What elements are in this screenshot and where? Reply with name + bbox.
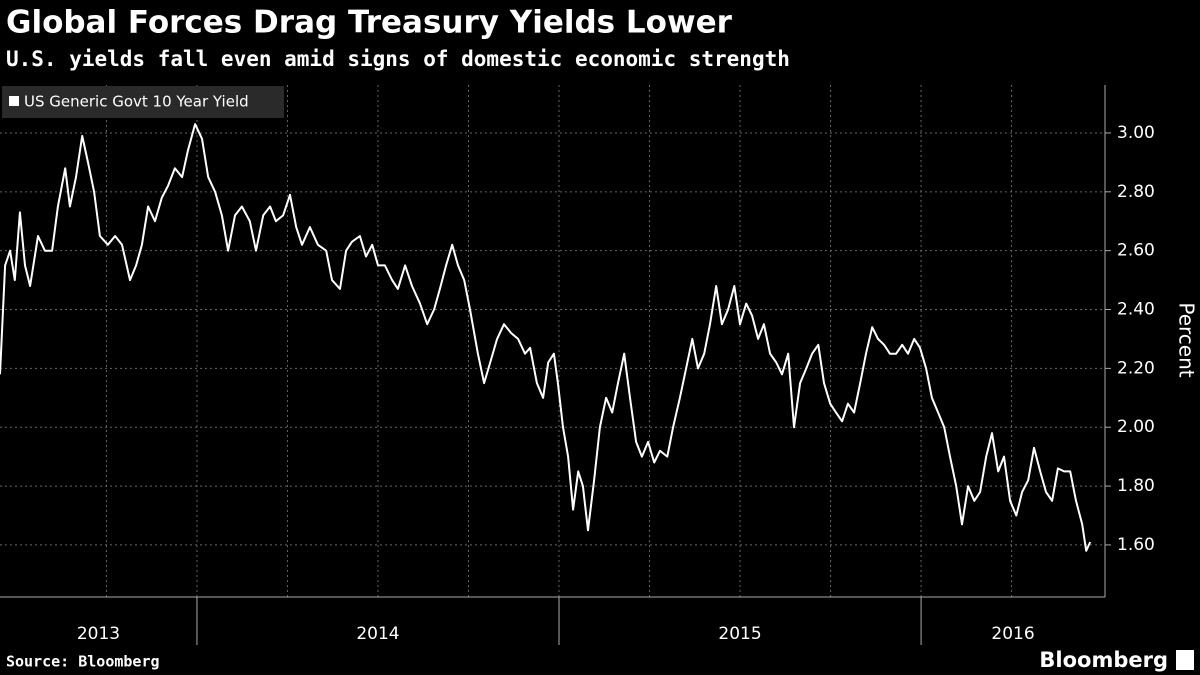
chart-subtitle: U.S. yields fall even amid signs of dome… (6, 47, 790, 71)
x-tick-label: 2013 (77, 624, 120, 644)
x-tick-label: 2015 (718, 624, 761, 644)
y-tick-label: 2.20 (1117, 358, 1155, 378)
y-tick-label: 2.00 (1117, 417, 1155, 437)
y-tick-label: 1.60 (1117, 535, 1155, 555)
y-tick-label: 2.60 (1117, 241, 1155, 261)
x-tick-label: 2014 (356, 624, 399, 644)
y-axis-label: Percent (1175, 302, 1199, 377)
chart-title: Global Forces Drag Treasury Yields Lower (6, 5, 733, 41)
y-tick-label: 1.80 (1117, 476, 1155, 496)
y-tick-label: 3.00 (1117, 123, 1155, 143)
legend-box (2, 86, 284, 118)
source: Source: Bloomberg (6, 653, 160, 671)
y-tick-label: 2.40 (1117, 300, 1155, 320)
brand: Bloomberg (1039, 648, 1168, 672)
legend-swatch (9, 96, 19, 106)
x-tick-label: 2016 (991, 624, 1034, 644)
brand-icon (1176, 650, 1194, 670)
line-series (0, 123, 1092, 552)
legend-label: US Generic Govt 10 Year Yield (24, 93, 249, 111)
y-tick-label: 2.80 (1117, 182, 1155, 202)
